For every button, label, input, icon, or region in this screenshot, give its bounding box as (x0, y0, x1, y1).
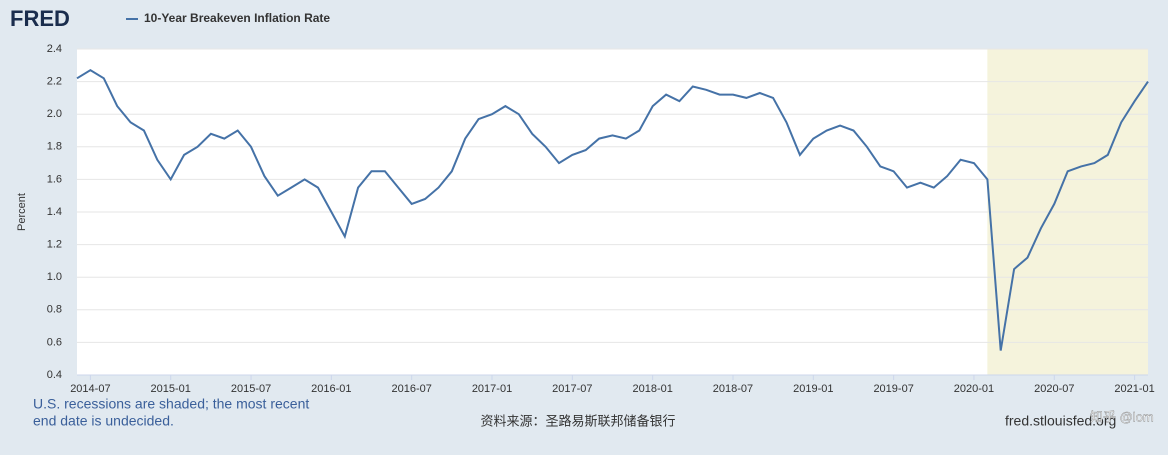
y-tick-label: 0.8 (47, 304, 62, 316)
y-tick-label: 1.2 (47, 239, 62, 251)
y-tick-label: 2.4 (47, 43, 62, 55)
legend-label: 10-Year Breakeven Inflation Rate (144, 11, 330, 25)
logo: FRED (10, 6, 70, 31)
x-tick-label: 2021-01 (1114, 383, 1154, 395)
x-tick-label: 2020-07 (1034, 383, 1074, 395)
y-tick-label: 2.2 (47, 76, 62, 88)
x-tick-label: 2020-01 (954, 383, 994, 395)
y-axis-label: Percent (16, 193, 28, 231)
x-tick-label: 2019-07 (873, 383, 913, 395)
data-line (76, 69, 1149, 351)
x-tick-label: 2016-01 (311, 383, 351, 395)
site: fred.stlouisfed.org (1005, 413, 1116, 429)
x-tick-label: 2014-07 (70, 383, 110, 395)
x-tick-label: 2019-01 (793, 383, 833, 395)
y-tick-label: 1.6 (47, 173, 62, 185)
x-tick-label: 2018-07 (713, 383, 753, 395)
watermark: 知乎 @lom (1090, 409, 1154, 424)
y-tick-label: 0.6 (47, 336, 62, 348)
x-tick-label: 2015-07 (231, 383, 271, 395)
source: 资料来源：圣路易斯联邦储备银行 (480, 413, 675, 428)
x-tick-label: 2017-01 (472, 383, 512, 395)
y-tick-label: 1.0 (47, 271, 62, 283)
x-tick-label: 2016-07 (392, 383, 432, 395)
y-tick-label: 2.0 (47, 108, 62, 120)
note: end date is undecided. (33, 413, 174, 429)
x-tick-label: 2018-01 (632, 383, 672, 395)
x-tick-label: 2017-07 (552, 383, 592, 395)
x-tick-label: 2015-01 (151, 383, 191, 395)
y-tick-label: 0.4 (47, 369, 62, 381)
y-tick-label: 1.4 (47, 206, 62, 218)
y-tick-label: 1.8 (47, 141, 62, 153)
note: U.S. recessions are shaded; the most rec… (33, 396, 309, 412)
